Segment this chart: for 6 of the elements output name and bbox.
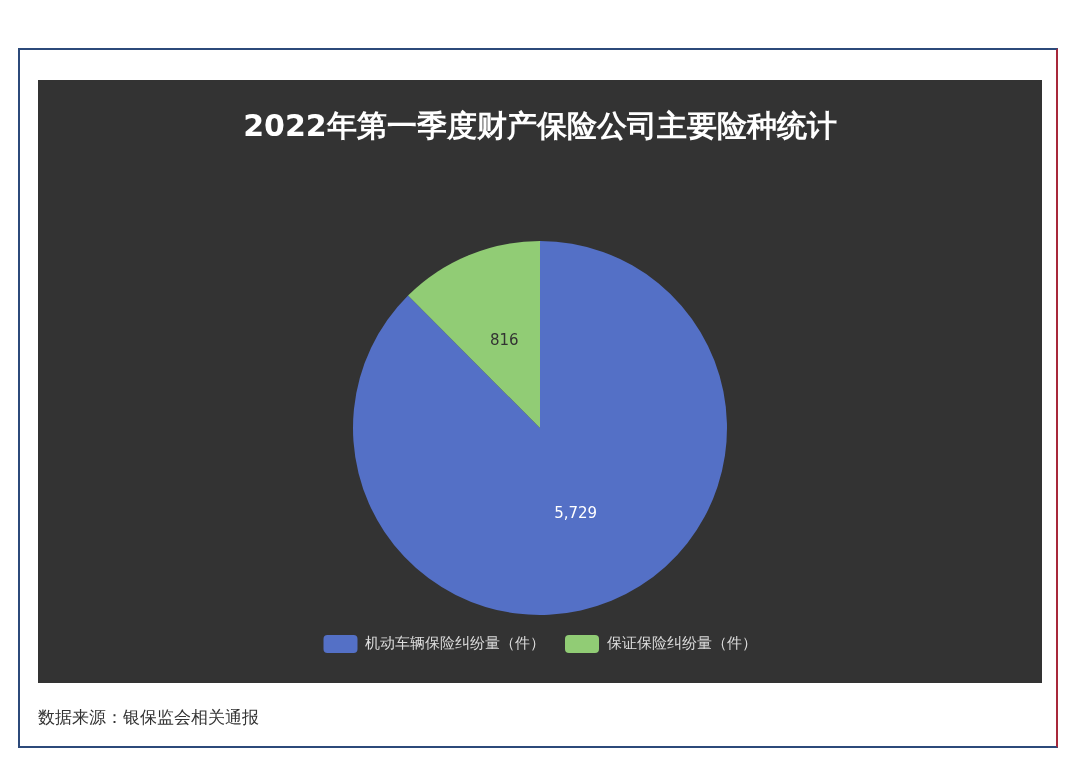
chart-title: 2022年第一季度财产保险公司主要险种统计 bbox=[243, 107, 837, 143]
legend-label: 机动车辆保险纠纷量（件） bbox=[365, 633, 545, 652]
source-note: 数据来源：银保监会相关通报 bbox=[38, 706, 259, 729]
legend-label: 保证保险纠纷量（件） bbox=[606, 633, 757, 652]
data-label: 5,729 bbox=[554, 504, 598, 523]
data-label: 816 bbox=[489, 331, 519, 350]
